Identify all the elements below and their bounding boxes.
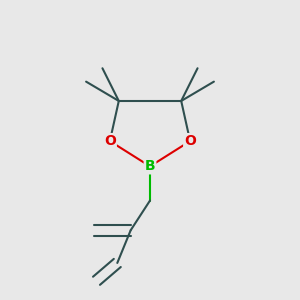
Text: O: O (184, 134, 196, 148)
Text: O: O (104, 134, 116, 148)
Text: B: B (145, 159, 155, 173)
